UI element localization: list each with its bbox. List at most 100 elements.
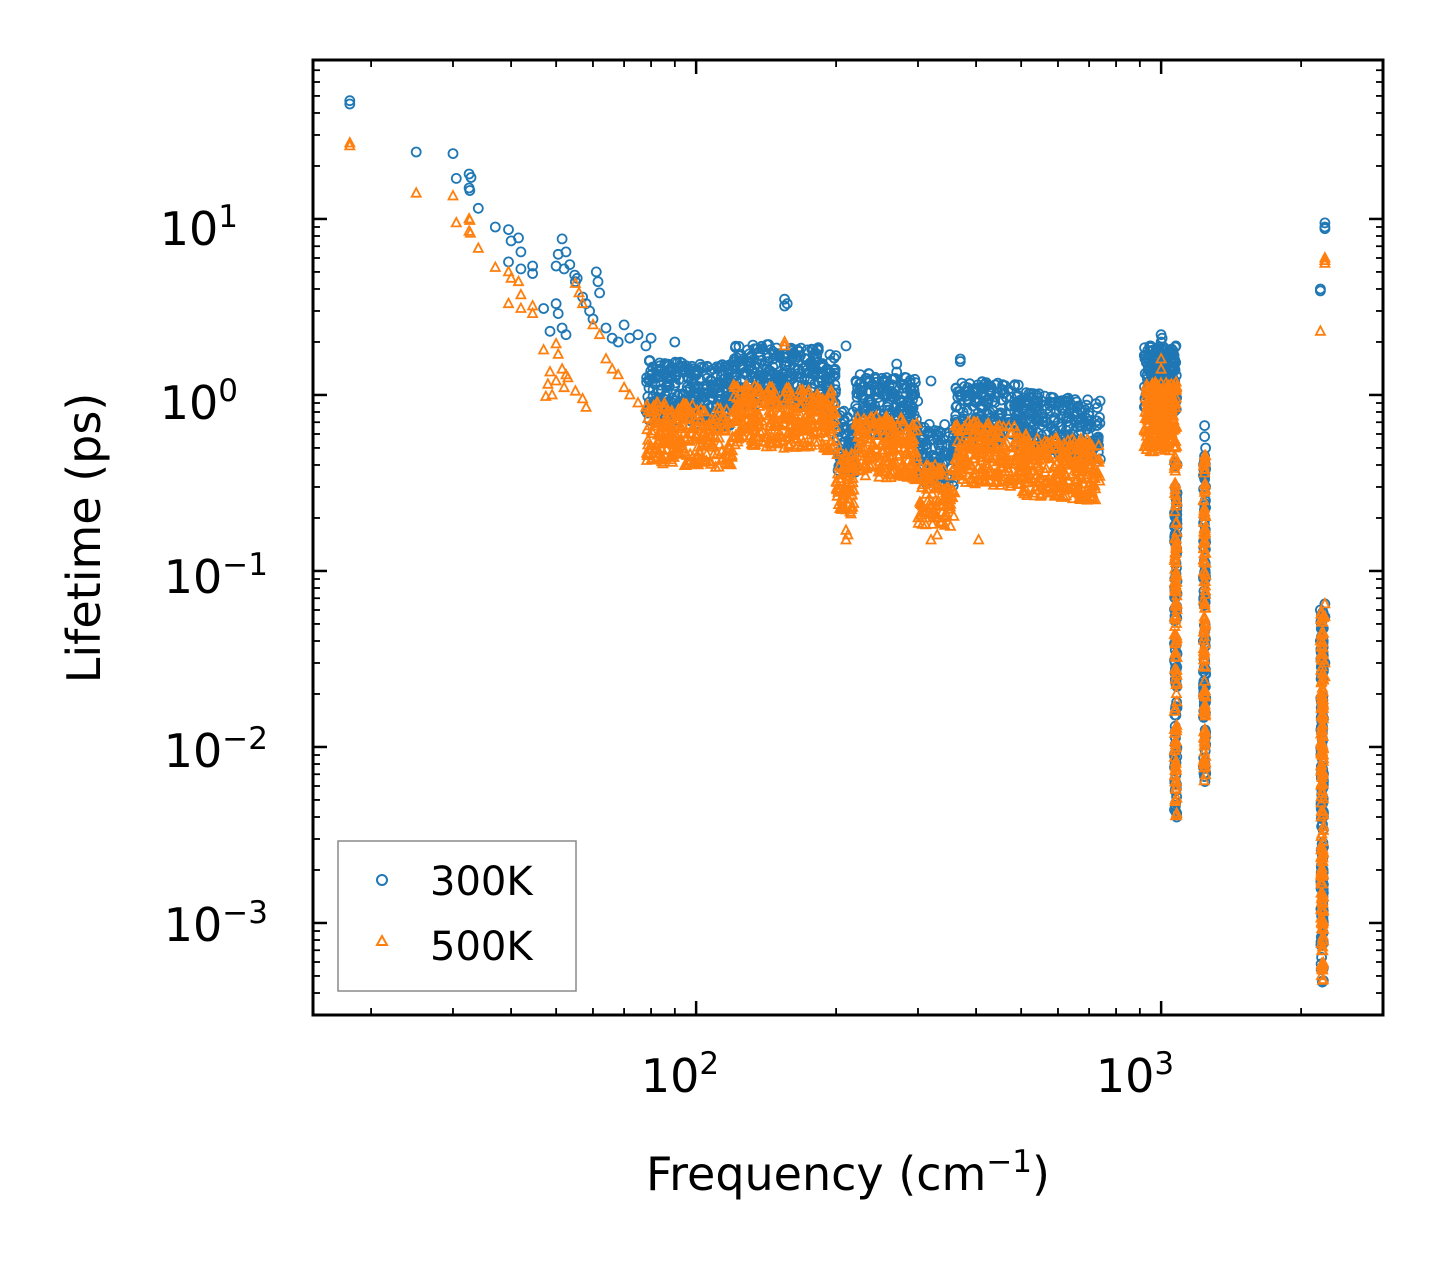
point-300K: [811, 348, 823, 360]
point-500K: [1160, 439, 1173, 451]
point-500K: [870, 409, 883, 421]
y-tick-label-10^-1: 10−1: [164, 547, 268, 604]
point-300K: [538, 303, 549, 314]
point-500K: [1016, 484, 1029, 497]
point-500K: [889, 455, 902, 468]
point-500K: [1071, 465, 1084, 477]
point-500K: [1170, 495, 1183, 507]
point-500K: [1069, 472, 1082, 485]
point-500K: [970, 422, 983, 435]
point-500K: [841, 528, 854, 540]
point-500K: [580, 400, 593, 412]
point-500K: [722, 438, 735, 450]
point-500K: [550, 374, 563, 386]
point-500K: [1151, 404, 1164, 416]
point-500K: [735, 422, 748, 435]
point-500K: [1316, 783, 1328, 795]
point-500K: [709, 460, 722, 472]
point-300K: [1319, 217, 1331, 229]
point-300K: [552, 308, 564, 320]
point-500K: [929, 480, 942, 493]
point-500K: [788, 407, 801, 419]
point-500K: [1197, 652, 1210, 665]
point-500K: [929, 458, 941, 470]
point-500K: [854, 435, 866, 448]
point-300K: [560, 246, 572, 258]
point-300K: [1062, 420, 1073, 432]
point-500K: [1317, 777, 1330, 789]
point-500K: [852, 445, 865, 458]
point-500K: [741, 380, 754, 392]
point-500K: [1080, 472, 1093, 484]
point-500K: [691, 440, 704, 452]
point-500K: [1197, 565, 1210, 577]
point-500K: [986, 423, 999, 436]
point-500K: [829, 433, 842, 446]
point-300K: [891, 366, 903, 378]
point-500K: [778, 335, 791, 347]
point-300K: [587, 313, 599, 325]
point-500K: [694, 402, 707, 414]
point-300K: [1153, 355, 1165, 367]
point-300K: [935, 451, 947, 462]
major-ticks: [313, 60, 1383, 1015]
point-500K: [952, 468, 965, 480]
point-300K: [1168, 363, 1180, 375]
point-500K: [1047, 484, 1060, 497]
point-500K: [1317, 792, 1330, 804]
point-500K: [929, 493, 942, 505]
point-300K: [873, 397, 885, 409]
point-500K: [1315, 877, 1328, 889]
x-tick-label-100: 102: [641, 1046, 719, 1103]
point-300K: [999, 380, 1011, 392]
point-500K: [1081, 432, 1094, 444]
point-500K: [665, 449, 678, 462]
point-500K: [573, 285, 585, 298]
point-500K: [726, 430, 739, 443]
point-500K: [940, 492, 953, 504]
point-500K: [745, 437, 758, 449]
point-500K: [1315, 675, 1328, 688]
point-300K: [1040, 400, 1052, 412]
y-axis-title: Lifetime (ps): [57, 393, 111, 684]
legend-marker-500k: [375, 933, 389, 946]
point-500K: [552, 347, 565, 359]
point-300K: [863, 396, 874, 408]
point-500K: [1168, 504, 1181, 517]
point-500K: [1168, 531, 1181, 544]
point-500K: [886, 425, 899, 438]
point-500K: [1163, 421, 1176, 433]
legend: 300K 500K: [337, 840, 577, 992]
point-300K: [612, 336, 624, 348]
point-500K: [1140, 382, 1153, 395]
point-500K: [951, 434, 964, 447]
point-300K: [1315, 285, 1326, 297]
point-500K: [1168, 440, 1181, 452]
point-500K: [1170, 806, 1183, 818]
point-500K: [845, 500, 858, 512]
point-500K: [805, 400, 818, 413]
point-500K: [896, 460, 909, 473]
point-500K: [983, 473, 996, 485]
point-300K: [1033, 388, 1045, 400]
point-300K: [1199, 420, 1210, 432]
point-500K: [687, 432, 700, 444]
point-300K: [793, 371, 805, 383]
point-500K: [539, 389, 552, 401]
point-500K: [1013, 444, 1026, 456]
point-500K: [1019, 462, 1032, 474]
point-300K: [654, 371, 666, 383]
point-500K: [935, 516, 948, 529]
point-300K: [1012, 413, 1024, 425]
point-500K: [472, 241, 485, 253]
point-500K: [1163, 432, 1176, 444]
point-500K: [541, 377, 554, 389]
point-500K: [1317, 819, 1330, 831]
point-300K: [789, 353, 801, 365]
point-300K: [767, 353, 779, 365]
point-500K: [771, 424, 784, 436]
point-500K: [732, 424, 745, 437]
point-500K: [894, 423, 906, 436]
point-500K: [623, 388, 636, 400]
